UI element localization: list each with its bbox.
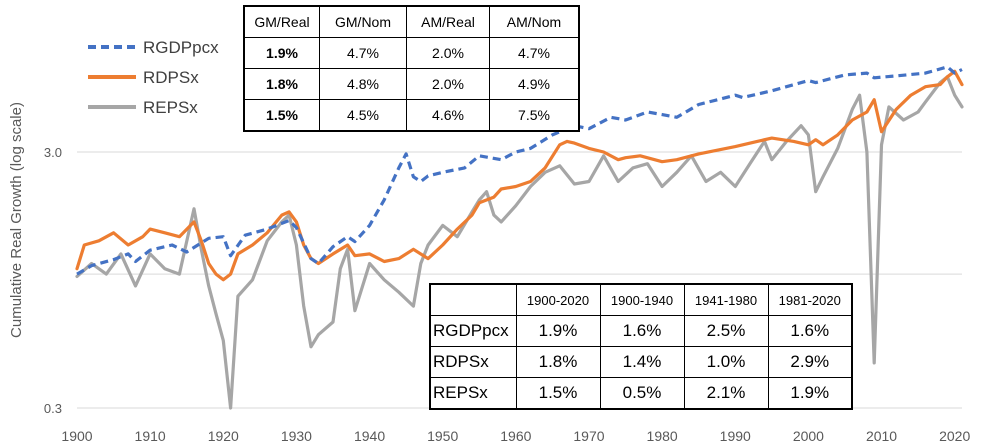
table-cell: 4.8% [319,68,407,100]
x-tick-label: 1970 [573,428,604,444]
period-header-cell: 1900-1940 [599,283,685,316]
x-tick-label: 1920 [208,428,239,444]
table-cell: 4.6% [406,99,490,132]
x-tick-label: 1940 [354,428,385,444]
legend: RGDPpcx RDPSx REPSx [88,38,219,117]
period-header-cell: 1900-2020 [515,283,601,316]
table-cell: 2.5% [683,315,769,347]
table-row: RGDPpcx 1.9% 1.6% 2.5% 1.6% [429,315,853,347]
period-stats-table: 1900-2020 1900-1940 1941-1980 1981-2020 … [429,283,853,410]
table-row: 1.8% 4.8% 2.0% 4.9% [243,68,580,100]
top-header-cell: AM/Real [406,5,490,38]
table-cell: 4.7% [319,37,407,69]
table-cell: 1.5% [243,99,320,132]
x-tick-label: 1990 [720,428,751,444]
top-header-cell: GM/Real [243,5,320,38]
top-header-cell: GM/Nom [319,5,407,38]
series-lines [75,65,964,410]
table-cell: 0.5% [599,377,685,410]
table-cell: 1.9% [243,37,320,69]
table-row: REPSx 1.5% 0.5% 2.1% 1.9% [429,377,853,410]
x-tick-label: 1910 [135,428,166,444]
empty-corner-cell [430,284,516,316]
x-tick-label: 1980 [647,428,678,444]
series-line-repsx [75,75,964,410]
table-cell: 2.0% [406,68,490,100]
x-tick-label: 2000 [793,428,824,444]
table-cell: 1.0% [683,346,769,378]
top-table-header-row: GM/Real GM/Nom AM/Real AM/Nom [243,5,580,38]
series-line-rdpsx [75,69,964,282]
x-tick-label: 1930 [281,428,312,444]
period-table-header-row: 1900-2020 1900-1940 1941-1980 1981-2020 [430,283,853,316]
period-header-cell: 1981-2020 [767,283,853,316]
x-tick-label: 1950 [427,428,458,444]
top-stats-table: GM/Real GM/Nom AM/Real AM/Nom 1.9% 4.7% … [243,5,580,132]
y-axis-ticks: 3.0 0.3 [44,145,62,416]
table-row: 1.9% 4.7% 2.0% 4.7% [243,37,580,69]
row-label: REPSx [429,377,517,410]
table-cell: 1.4% [599,346,685,378]
top-header-cell: AM/Nom [489,5,580,38]
table-cell: 2.1% [683,377,769,410]
table-cell: 1.6% [599,315,685,347]
table-cell: 1.9% [515,315,601,347]
table-cell: 1.5% [515,377,601,410]
table-cell: 2.9% [767,346,853,378]
table-row: 1.5% 4.5% 4.6% 7.5% [243,99,580,132]
x-tick-label: 2020 [939,428,970,444]
table-cell: 4.5% [319,99,407,132]
x-tick-label: 2010 [866,428,897,444]
table-cell: 1.8% [515,346,601,378]
y-tick-label: 0.3 [44,401,62,416]
table-cell: 7.5% [489,99,580,132]
row-label: RDPSx [429,346,517,378]
table-cell: 1.6% [767,315,853,347]
table-cell: 4.7% [489,37,580,69]
legend-label-rdpsx: RDPSx [143,68,199,87]
legend-label-repsx: REPSx [143,98,198,117]
table-cell: 2.0% [406,37,490,69]
x-tick-label: 1960 [500,428,531,444]
period-header-cell: 1941-1980 [683,283,769,316]
x-tick-label: 1900 [61,428,92,444]
x-axis-ticks: 1900 1910 1920 1930 1940 1950 1960 1970 1980 1990… [61,428,970,444]
table-cell: 4.9% [489,68,580,100]
table-cell: 1.8% [243,68,320,100]
legend-label-rgdppcx: RGDPpcx [143,38,219,57]
y-axis-title: Cumulative Real Growth (log scale) [8,102,25,338]
y-tick-label: 3.0 [44,145,62,160]
series-line-rgdppcx [76,65,963,276]
table-row: RDPSx 1.8% 1.4% 1.0% 2.9% [429,346,853,378]
table-cell: 1.9% [767,377,853,410]
row-label: RGDPpcx [429,315,517,347]
